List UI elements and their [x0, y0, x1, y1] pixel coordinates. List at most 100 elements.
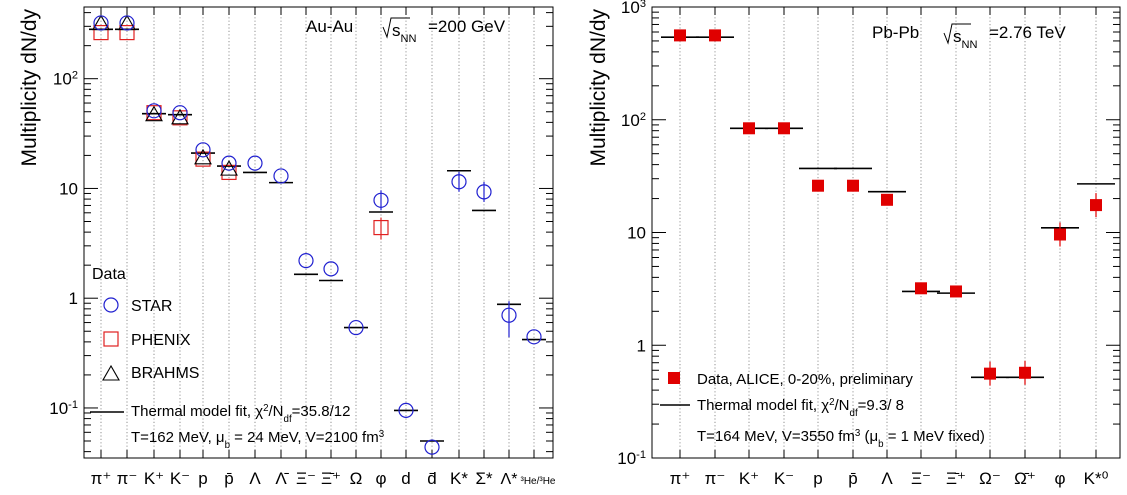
star-marker — [526, 329, 542, 345]
star-marker — [247, 155, 263, 171]
x-category-label: p̄ — [848, 469, 857, 488]
x-category-label: Σ* — [475, 469, 493, 488]
star-marker — [119, 15, 135, 31]
star-marker — [451, 174, 467, 190]
legend-brahms-label: BRAHMS — [131, 365, 199, 382]
alice-marker — [950, 285, 962, 298]
alice-marker — [1090, 199, 1102, 212]
panel-title-system: Pb-Pb — [872, 23, 919, 42]
x-category-label: K⁻ — [774, 469, 794, 488]
phenix-marker — [373, 219, 389, 236]
x-category-label: K⁺ — [144, 469, 164, 488]
x-category-label: p̄ — [224, 469, 233, 488]
x-category-label: d̄ — [427, 469, 436, 488]
legend-phenix-label: PHENIX — [131, 332, 191, 349]
alice-marker — [915, 282, 927, 295]
x-category-label: K⁻ — [170, 469, 190, 488]
x-category-label: π⁺ — [91, 469, 112, 488]
x-category-label: ³He/³He — [520, 476, 555, 487]
x-category-label: Ω̄⁺ — [1014, 469, 1036, 488]
star-marker — [146, 103, 162, 119]
star-marker — [424, 439, 440, 455]
x-category-label: d — [401, 469, 410, 488]
panel-title-energy: =200 GeV — [428, 17, 506, 36]
y-tick-label: 10-1 — [617, 449, 646, 468]
panel-title-sqrt: sNN — [392, 21, 416, 45]
brahms-marker — [194, 148, 212, 165]
x-category-label: Ξ̄⁺ — [946, 469, 966, 488]
star-marker — [373, 192, 389, 208]
star-marker — [195, 142, 211, 158]
x-category-label: Ω⁻ — [979, 469, 1001, 488]
alice-marker — [743, 122, 755, 135]
y-tick-label: 10-1 — [49, 399, 78, 418]
legend-brahms-marker — [102, 364, 120, 381]
x-category-label: π⁻ — [705, 469, 726, 488]
panel-title-sqrt: sNN — [953, 27, 977, 51]
alice-marker — [881, 193, 893, 206]
legend-params-label: T=164 MeV, V=3550 fm3 (μb = 1 MeV fixed) — [697, 428, 985, 450]
right-panel-pb-pb: 10-1 1 10 102 103 Multiplicity dN/dy π⁺ π⁻ K⁺ K⁻ p… — [587, 0, 1121, 488]
legend-alice-marker — [668, 372, 680, 384]
alice-marker — [1019, 366, 1031, 379]
star-marker — [348, 319, 364, 336]
x-category-label: φ — [375, 469, 386, 488]
phenix-marker — [93, 25, 109, 41]
panel-title-energy: =2.76 TeV — [989, 23, 1066, 42]
y-tick-label: 102 — [53, 70, 78, 89]
x-category-label: Ξ⁻ — [296, 469, 316, 488]
legend-phenix-marker — [103, 331, 119, 347]
alice-marker — [674, 29, 686, 42]
star-marker — [273, 168, 289, 184]
star-marker — [398, 402, 414, 419]
brahms-marker — [145, 105, 163, 122]
y-axis-label: Multiplicity dN/dy — [587, 9, 610, 167]
x-category-label: K*⁰ — [1084, 469, 1109, 488]
phenix-marker — [195, 151, 211, 167]
alice-marker — [778, 122, 790, 135]
y-tick-label: 1 — [69, 289, 78, 308]
plot-frame — [651, 6, 1121, 459]
y-tick-label: 10 — [627, 224, 646, 243]
x-category-label: π⁺ — [670, 469, 691, 488]
star-marker — [476, 184, 492, 200]
star-marker — [221, 155, 237, 171]
legend-star-label: STAR — [131, 298, 172, 315]
legend-alice-label: Data, ALICE, 0-20%, preliminary — [697, 371, 913, 388]
y-tick-label: 102 — [621, 111, 646, 130]
legend-model-label: Thermal model fit, χ2/Ndf=35.8/12 — [131, 403, 350, 425]
x-category-label: K⁺ — [739, 469, 759, 488]
x-category-label: Ξ̄⁺ — [321, 469, 341, 488]
alice-marker — [709, 29, 721, 42]
sqrt-sign — [382, 17, 410, 39]
left-panel-au-au: 10-1 1 10 102 Multiplicity dN/dy π⁺ π⁻ K⁺ K⁻ p p̄ Λ… — [18, 6, 556, 488]
x-category-label: φ — [1054, 469, 1065, 488]
panel-title-system: Au-Au — [306, 17, 353, 36]
sqrt-sign — [943, 23, 971, 45]
star-marker — [172, 105, 188, 121]
alice-marker — [847, 179, 859, 192]
alice-marker — [1054, 228, 1066, 241]
x-category-label: p — [198, 469, 207, 488]
star-marker — [93, 15, 109, 31]
x-category-label: π⁻ — [117, 469, 138, 488]
y-tick-label: 10 — [59, 179, 78, 198]
x-category-label: Ξ⁻ — [911, 469, 931, 488]
y-tick-label: 103 — [621, 0, 646, 17]
legend-model-label: Thermal model fit, χ2/Ndf=9.3/ 8 — [697, 397, 904, 419]
x-category-label: K* — [450, 469, 468, 488]
alice-marker — [812, 179, 824, 192]
brahms-marker — [220, 160, 238, 176]
alice-marker — [984, 367, 996, 380]
star-marker — [323, 261, 339, 277]
y-tick-label: 1 — [637, 336, 646, 355]
y-axis-label: Multiplicity dN/dy — [18, 9, 41, 167]
x-category-label: Λ* — [501, 471, 518, 488]
legend-title: Data — [92, 266, 126, 283]
x-category-label: Λ — [881, 469, 893, 488]
star-marker — [501, 307, 517, 323]
brahms-marker — [171, 108, 189, 125]
x-category-label: Λ — [249, 469, 261, 488]
phenix-marker — [119, 25, 135, 41]
